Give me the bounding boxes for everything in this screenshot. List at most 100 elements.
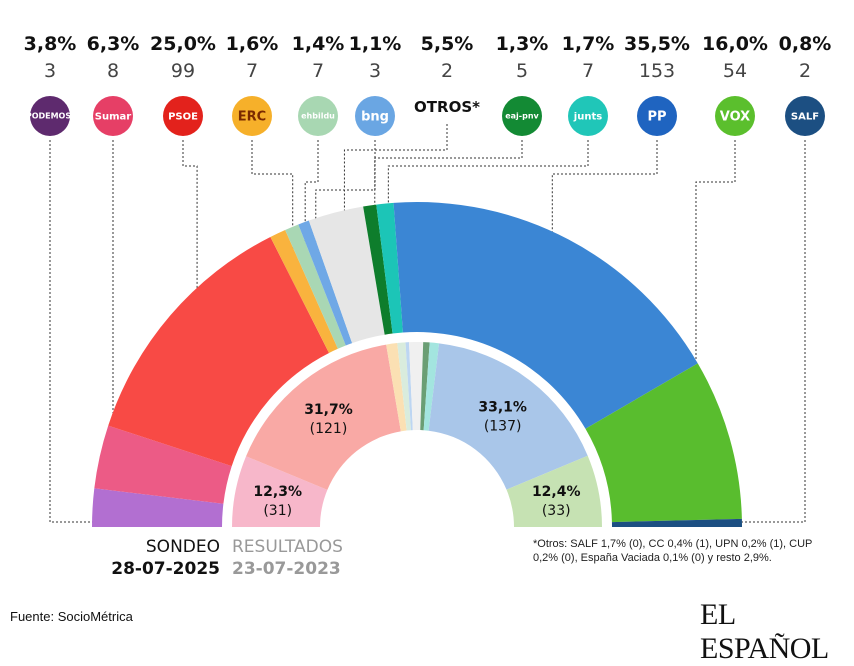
- source-credit: Fuente: SocioMétrica: [10, 609, 133, 624]
- party-pct-bng: 1,1%: [349, 33, 402, 55]
- legend: SONDEO 28-07-2025 RESULTADOS 23-07-2023: [111, 537, 343, 579]
- legend-results-date: 23-07-2023: [232, 559, 341, 579]
- poll-arc-bng: [298, 220, 353, 346]
- result-arc-bng: [405, 342, 413, 431]
- party-seats-pp: 153: [639, 60, 675, 82]
- party-seats-vox: 54: [723, 60, 747, 82]
- party-logo-text-junts: junts: [573, 111, 602, 122]
- leader-line-otros: [343, 124, 448, 247]
- leader-line-podemos: [49, 140, 95, 523]
- party-seats-sumar: 8: [107, 60, 119, 82]
- party-pct-junts: 1,7%: [562, 33, 615, 55]
- party-seats-erc: 7: [246, 60, 258, 82]
- party-pct-otros: 5,5%: [421, 33, 474, 55]
- party-logo-ehbildu: [298, 96, 338, 136]
- party-logo-eaj-pnv: [502, 96, 542, 136]
- party-logo-text-ehbildu: ehbildu: [301, 112, 335, 121]
- party-pct-sumar: 6,3%: [87, 33, 140, 55]
- leader-line-salf: [742, 140, 806, 523]
- party-logo-junts: [568, 96, 608, 136]
- party-logo-text-psoe: PSOE: [168, 111, 198, 122]
- result-arc-eaj-pnv: [420, 342, 430, 431]
- result-arc-otros: [409, 341, 424, 431]
- party-logo-erc: [232, 96, 272, 136]
- result-arc-vox: [506, 455, 602, 527]
- poll-arc-otros: [308, 206, 385, 344]
- poll-arc-psoe: [108, 236, 330, 467]
- poll-arc-junts: [376, 202, 403, 334]
- party-logo-text-bng: bng: [361, 109, 389, 124]
- party-logo-text-pp: PP: [647, 109, 666, 124]
- party-seats-psoe: 99: [171, 60, 195, 82]
- results-ring: [232, 341, 602, 527]
- party-logo-pp: [637, 96, 677, 136]
- party-seats-podemos: 3: [44, 60, 56, 82]
- party-header: 3,8% 3 PODEMOS. 6,3% 8 Sumar 25,0% 99 PSOE 1,6% 7 E…: [24, 33, 832, 136]
- party-seats-bng: 3: [369, 60, 381, 82]
- party-pct-vox: 16,0%: [702, 33, 768, 55]
- party-pct-podemos: 3,8%: [24, 33, 77, 55]
- result-arc-sumar: [232, 456, 328, 527]
- party-logo-podemos: [30, 96, 70, 136]
- leader-line-pp: [551, 140, 658, 271]
- party-logo-text-salf: SALF: [791, 111, 819, 122]
- result-arc-pp: [428, 343, 588, 490]
- poll-arc-podemos: [92, 488, 224, 527]
- result-arc-psoe: [246, 344, 401, 490]
- leader-line-junts: [387, 140, 589, 239]
- poll-arc-sumar: [94, 425, 232, 504]
- party-pct-pp: 35,5%: [624, 33, 690, 55]
- poll-arc-erc: [270, 229, 338, 353]
- party-logo-text-sumar: Sumar: [95, 111, 131, 122]
- party-logo-text-vox: VOX: [720, 109, 750, 124]
- leader-line-eaj-pnv: [374, 140, 523, 241]
- result-pct-pp: 33,1%: [478, 400, 527, 416]
- party-seats-eaj-pnv: 5: [516, 60, 528, 82]
- result-arc-erc: [386, 343, 407, 432]
- result-arc-ehbildu: [397, 342, 411, 431]
- party-logo-bng: [355, 96, 395, 136]
- parliament-chart: 3,8% 3 PODEMOS. 6,3% 8 Sumar 25,0% 99 PSOE 1,6% 7 E…: [24, 33, 832, 579]
- chart-area: 3,8% 3 PODEMOS. 6,3% 8 Sumar 25,0% 99 PSOE 1,6% 7 E…: [10, 33, 832, 665]
- poll-arc-vox: [585, 363, 742, 523]
- result-pct-vox: 12,4%: [532, 484, 581, 500]
- legend-poll-date: 28-07-2025: [111, 559, 220, 579]
- result-seats-vox: (33): [542, 503, 571, 519]
- leader-line-psoe: [182, 140, 198, 338]
- party-logo-text-erc: ERC: [238, 109, 266, 124]
- party-logo-text-podemos: PODEMOS.: [26, 112, 74, 121]
- result-pct-sumar: 12,3%: [253, 484, 302, 500]
- poll-ring: [92, 202, 742, 527]
- party-pct-salf: 0,8%: [779, 33, 832, 55]
- poll-arc-ehbildu: [285, 224, 346, 349]
- party-logo-text-eaj-pnv: eaj-pnv: [505, 112, 539, 121]
- party-seats-otros: 2: [441, 60, 453, 82]
- leader-lines: [49, 124, 806, 523]
- party-logo-text-otros: OTROS*: [414, 98, 480, 116]
- result-pct-psoe: 31,7%: [304, 402, 353, 418]
- results-labels: 12,3% (31) 31,7% (121) 33,1% (137) 12,4% (33): [253, 400, 580, 519]
- result-seats-sumar: (31): [263, 503, 292, 519]
- result-arc-junts: [423, 342, 440, 431]
- party-logo-psoe: [163, 96, 203, 136]
- party-pct-ehbildu: 1,4%: [292, 33, 345, 55]
- leader-line-erc: [251, 140, 294, 265]
- leader-line-vox: [695, 140, 736, 448]
- poll-arc-eaj-pnv: [363, 204, 393, 335]
- poll-arc-salf: [611, 518, 742, 527]
- party-pct-eaj-pnv: 1,3%: [496, 33, 549, 55]
- legend-results-label: RESULTADOS: [232, 537, 343, 557]
- party-logo-vox: [715, 96, 755, 136]
- result-seats-pp: (137): [484, 419, 522, 435]
- poll-arc-pp: [393, 202, 698, 429]
- brand-logo: EL ESPAÑOL: [700, 598, 829, 665]
- party-logo-sumar: [93, 96, 133, 136]
- footnote: *Otros: SALF 1,7% (0), CC 0,4% (1), UPN …: [533, 538, 813, 564]
- legend-poll-label: SONDEO: [146, 537, 220, 557]
- party-pct-erc: 1,6%: [226, 33, 279, 55]
- party-pct-psoe: 25,0%: [150, 33, 216, 55]
- party-seats-salf: 2: [799, 60, 811, 82]
- leader-line-ehbildu: [304, 140, 319, 260]
- party-seats-ehbildu: 7: [312, 60, 324, 82]
- party-seats-junts: 7: [582, 60, 594, 82]
